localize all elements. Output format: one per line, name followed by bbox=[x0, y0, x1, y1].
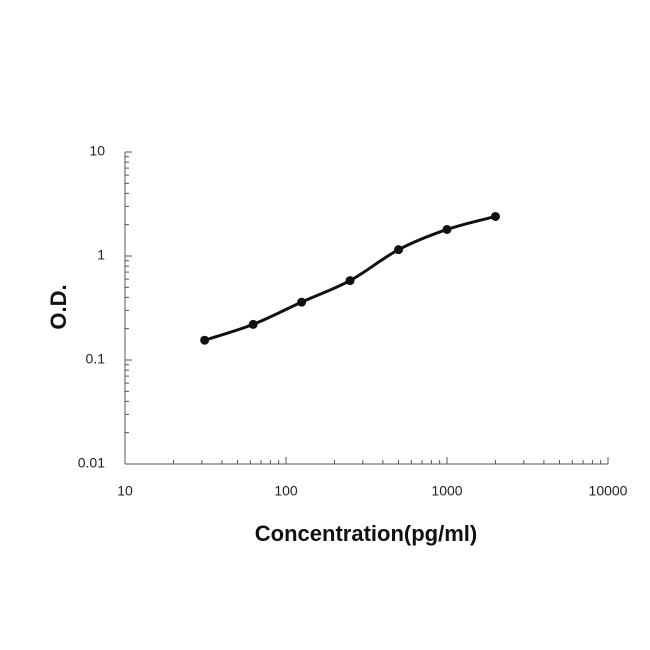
y-tick-label: 0.1 bbox=[86, 351, 106, 367]
data-point bbox=[345, 276, 355, 286]
x-tick-label: 1000 bbox=[431, 483, 462, 499]
y-axis-label: O.D. bbox=[46, 284, 71, 329]
data-point bbox=[297, 297, 307, 307]
data-point bbox=[200, 335, 210, 345]
data-point bbox=[442, 224, 452, 234]
x-tick-label: 10 bbox=[117, 483, 133, 499]
x-tick-label: 100 bbox=[274, 483, 298, 499]
y-tick-label: 1 bbox=[97, 247, 105, 263]
x-tick-label: 10000 bbox=[589, 483, 628, 499]
y-tick-label: 0.01 bbox=[78, 455, 105, 471]
data-point bbox=[248, 319, 258, 329]
data-point bbox=[394, 245, 404, 255]
y-tick-label: 10 bbox=[89, 143, 105, 159]
x-axis-label: Concentration(pg/ml) bbox=[255, 521, 477, 546]
data-point bbox=[490, 211, 500, 221]
